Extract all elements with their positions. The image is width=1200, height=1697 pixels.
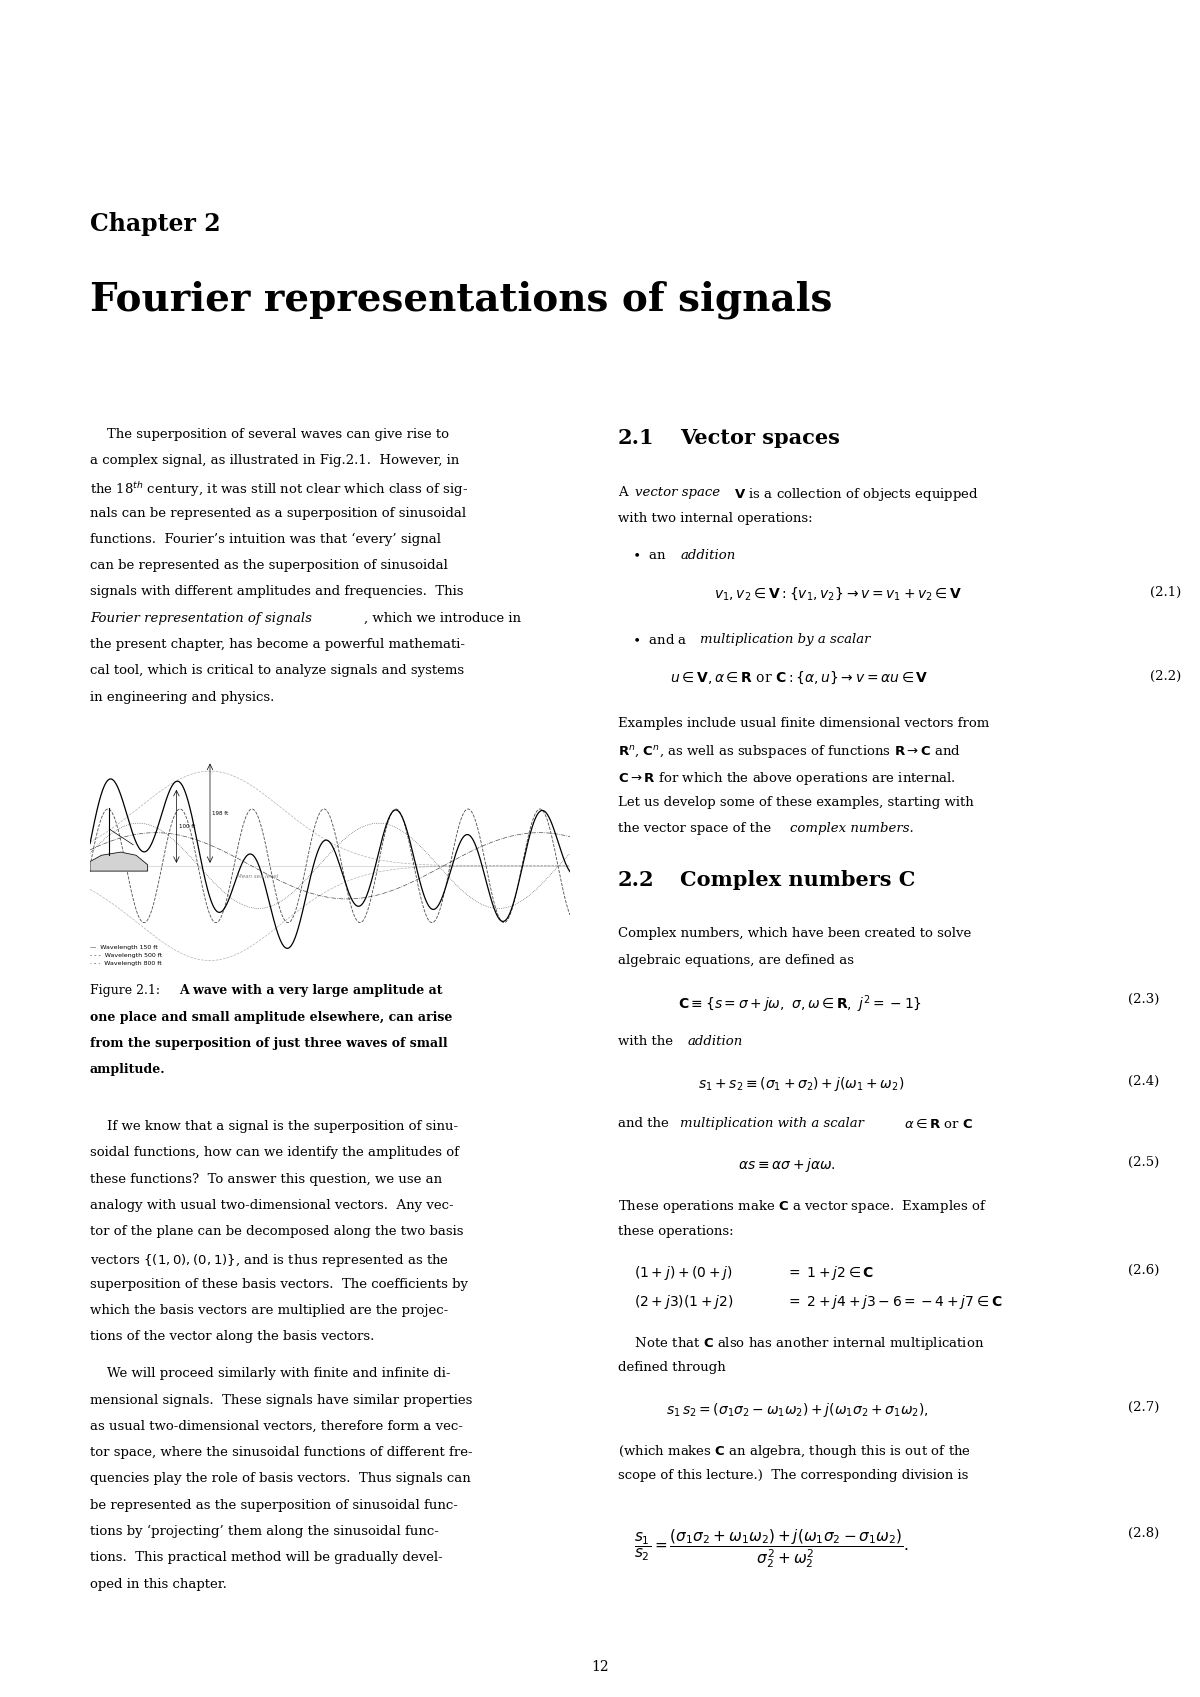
Text: Figure 2.1:: Figure 2.1: (90, 984, 168, 998)
Text: complex numbers.: complex numbers. (790, 821, 913, 835)
Text: as usual two-dimensional vectors, therefore form a vec-: as usual two-dimensional vectors, theref… (90, 1420, 463, 1432)
Text: these functions?  To answer this question, we use an: these functions? To answer this question… (90, 1173, 442, 1186)
Text: (2.8): (2.8) (1128, 1527, 1159, 1541)
Text: (2.2): (2.2) (1150, 670, 1181, 682)
Text: addition: addition (680, 548, 736, 562)
Text: tions.  This practical method will be gradually devel-: tions. This practical method will be gra… (90, 1551, 443, 1565)
Text: $s_1 + s_2 \equiv (\sigma_1 + \sigma_2) + j(\omega_1 + \omega_2)$: $s_1 + s_2 \equiv (\sigma_1 + \sigma_2) … (698, 1074, 905, 1093)
Text: defined through: defined through (618, 1361, 726, 1375)
Text: (2.3): (2.3) (1128, 993, 1159, 1006)
Text: signals with different amplitudes and frequencies.  This: signals with different amplitudes and fr… (90, 585, 463, 599)
Text: $\bullet$  an: $\bullet$ an (632, 548, 667, 562)
Text: these operations:: these operations: (618, 1225, 733, 1237)
Text: scope of this lecture.)  The corresponding division is: scope of this lecture.) The correspondin… (618, 1470, 968, 1481)
Text: $\dfrac{s_1}{s_2} = \dfrac{(\sigma_1\sigma_2 + \omega_1\omega_2) + j(\omega_1\si: $\dfrac{s_1}{s_2} = \dfrac{(\sigma_1\sig… (634, 1527, 908, 1570)
Text: $u \in \mathbf{V}, \alpha \in \mathbf{R}$ or $\mathbf{C} : \{\alpha, u\} \righta: $u \in \mathbf{V}, \alpha \in \mathbf{R}… (670, 670, 929, 686)
Text: $=\;1 + j2 \in \mathbf{C}$: $=\;1 + j2 \in \mathbf{C}$ (786, 1264, 874, 1283)
Text: $\mathbf{V}$ is a collection of objects equipped: $\mathbf{V}$ is a collection of objects … (730, 485, 978, 502)
Text: $=\;2 + j4 + j3 - 6 = -4 + j7 \in \mathbf{C}$: $=\;2 + j4 + j3 - 6 = -4 + j7 \in \mathb… (786, 1293, 1002, 1312)
Text: $\bullet$  and a: $\bullet$ and a (632, 633, 688, 647)
Text: vector space: vector space (635, 485, 720, 499)
Text: soidal functions, how can we identify the amplitudes of: soidal functions, how can we identify th… (90, 1147, 458, 1159)
Text: $\mathbf{R}^n$, $\mathbf{C}^n$, as well as subspaces of functions $\mathbf{R} \r: $\mathbf{R}^n$, $\mathbf{C}^n$, as well … (618, 743, 961, 760)
Text: Let us develop some of these examples, starting with: Let us develop some of these examples, s… (618, 796, 973, 809)
Text: (2.4): (2.4) (1128, 1074, 1159, 1088)
Text: , which we introduce in: , which we introduce in (364, 611, 521, 624)
Text: from the superposition of just three waves of small: from the superposition of just three wav… (90, 1037, 448, 1050)
Text: analogy with usual two-dimensional vectors.  Any vec-: analogy with usual two-dimensional vecto… (90, 1198, 454, 1212)
Text: - - -  Wavelength 500 ft: - - - Wavelength 500 ft (90, 952, 162, 957)
Text: cal tool, which is critical to analyze signals and systems: cal tool, which is critical to analyze s… (90, 664, 464, 677)
Polygon shape (90, 852, 148, 871)
Text: superposition of these basis vectors.  The coefficients by: superposition of these basis vectors. Th… (90, 1278, 468, 1291)
Text: (2.6): (2.6) (1128, 1264, 1159, 1278)
Text: $(2 + j3)(1 + j2)$: $(2 + j3)(1 + j2)$ (634, 1293, 733, 1312)
Text: functions.  Fourier’s intuition was that ‘every’ signal: functions. Fourier’s intuition was that … (90, 533, 442, 546)
Text: · - ·  Wavelength 800 ft: · - · Wavelength 800 ft (90, 961, 162, 966)
Text: Vector spaces: Vector spaces (680, 428, 840, 448)
Text: which the basis vectors are multiplied are the projec-: which the basis vectors are multiplied a… (90, 1305, 449, 1317)
Text: Chapter 2: Chapter 2 (90, 212, 221, 236)
Text: (which makes $\mathbf{C}$ an algebra, though this is out of the: (which makes $\mathbf{C}$ an algebra, th… (618, 1442, 971, 1459)
Text: tor of the plane can be decomposed along the two basis: tor of the plane can be decomposed along… (90, 1225, 463, 1239)
Text: tions by ‘projecting’ them along the sinusoidal func-: tions by ‘projecting’ them along the sin… (90, 1526, 439, 1537)
Text: (2.1): (2.1) (1150, 585, 1181, 599)
Text: We will proceed similarly with finite and infinite di-: We will proceed similarly with finite an… (90, 1368, 450, 1380)
Text: can be represented as the superposition of sinusoidal: can be represented as the superposition … (90, 558, 448, 572)
Text: —  Wavelength 150 ft: — Wavelength 150 ft (90, 945, 157, 950)
Text: tor space, where the sinusoidal functions of different fre-: tor space, where the sinusoidal function… (90, 1446, 473, 1459)
Text: $\alpha \in \mathbf{R}$ or $\mathbf{C}$: $\alpha \in \mathbf{R}$ or $\mathbf{C}$ (904, 1117, 973, 1130)
Text: Fourier representation of signals: Fourier representation of signals (90, 611, 312, 624)
Text: addition: addition (688, 1035, 743, 1049)
Text: Mean sea level: Mean sea level (238, 874, 278, 879)
Text: and the: and the (618, 1117, 673, 1130)
Text: (2.7): (2.7) (1128, 1400, 1159, 1414)
Text: the present chapter, has become a powerful mathemati-: the present chapter, has become a powerf… (90, 638, 466, 652)
Text: 2.1: 2.1 (618, 428, 655, 448)
Text: $v_1, v_2 \in \mathbf{V} : \{v_1, v_2\} \rightarrow v = v_1 + v_2 \in \mathbf{V}: $v_1, v_2 \in \mathbf{V} : \{v_1, v_2\} … (714, 585, 962, 602)
Text: a complex signal, as illustrated in Fig.2.1.  However, in: a complex signal, as illustrated in Fig.… (90, 453, 460, 467)
Text: 2.2: 2.2 (618, 869, 655, 889)
Text: nals can be represented as a superposition of sinusoidal: nals can be represented as a superpositi… (90, 506, 466, 519)
Text: Complex numbers, which have been created to solve: Complex numbers, which have been created… (618, 927, 971, 940)
Text: (2.5): (2.5) (1128, 1156, 1159, 1169)
Text: $\mathbf{C} \rightarrow \mathbf{R}$ for which the above operations are internal.: $\mathbf{C} \rightarrow \mathbf{R}$ for … (618, 770, 955, 787)
Text: with the: with the (618, 1035, 677, 1049)
Text: Note that $\mathbf{C}$ also has another internal multiplication: Note that $\mathbf{C}$ also has another … (618, 1336, 984, 1353)
Text: multiplication by a scalar: multiplication by a scalar (700, 633, 870, 647)
Text: the vector space of the: the vector space of the (618, 821, 775, 835)
Text: Examples include usual finite dimensional vectors from: Examples include usual finite dimensiona… (618, 718, 989, 730)
Text: A wave with a very large amplitude at: A wave with a very large amplitude at (179, 984, 443, 998)
Text: with two internal operations:: with two internal operations: (618, 512, 812, 524)
Text: The superposition of several waves can give rise to: The superposition of several waves can g… (90, 428, 449, 441)
Text: $s_1\,s_2 = (\sigma_1\sigma_2 - \omega_1\omega_2) + j(\omega_1\sigma_2 + \sigma_: $s_1\,s_2 = (\sigma_1\sigma_2 - \omega_1… (666, 1400, 929, 1419)
Text: vectors $\{(1,0),(0,1)\}$, and is thus represented as the: vectors $\{(1,0),(0,1)\}$, and is thus r… (90, 1252, 449, 1269)
Text: algebraic equations, are defined as: algebraic equations, are defined as (618, 954, 854, 967)
Text: Complex numbers C: Complex numbers C (680, 869, 916, 889)
Text: Fourier representations of signals: Fourier representations of signals (90, 280, 833, 319)
Text: one place and small amplitude elsewhere, can arise: one place and small amplitude elsewhere,… (90, 1011, 452, 1023)
Text: $\alpha s \equiv \alpha\sigma + j\alpha\omega.$: $\alpha s \equiv \alpha\sigma + j\alpha\… (738, 1156, 836, 1174)
Text: quencies play the role of basis vectors.  Thus signals can: quencies play the role of basis vectors.… (90, 1473, 470, 1485)
Text: amplitude.: amplitude. (90, 1062, 166, 1076)
Text: multiplication with a scalar: multiplication with a scalar (680, 1117, 864, 1130)
Text: the 18$^{th}$ century, it was still not clear which class of sig-: the 18$^{th}$ century, it was still not … (90, 480, 468, 499)
Text: mensional signals.  These signals have similar properties: mensional signals. These signals have si… (90, 1393, 473, 1407)
Text: 100 ft: 100 ft (179, 823, 196, 828)
Text: 12: 12 (592, 1660, 608, 1673)
Text: $\mathbf{C} \equiv \{s = \sigma + j\omega,\ \sigma,\omega \in \mathbf{R},\ j^2 =: $\mathbf{C} \equiv \{s = \sigma + j\omeg… (678, 993, 922, 1015)
Text: $(1 + j) + (0 + j)$: $(1 + j) + (0 + j)$ (634, 1264, 732, 1283)
Text: A: A (618, 485, 632, 499)
Text: These operations make $\mathbf{C}$ a vector space.  Examples of: These operations make $\mathbf{C}$ a vec… (618, 1198, 986, 1215)
Text: tions of the vector along the basis vectors.: tions of the vector along the basis vect… (90, 1330, 374, 1344)
Text: 198 ft: 198 ft (212, 811, 229, 816)
Text: in engineering and physics.: in engineering and physics. (90, 691, 275, 704)
Text: If we know that a signal is the superposition of sinu-: If we know that a signal is the superpos… (90, 1120, 458, 1134)
Text: oped in this chapter.: oped in this chapter. (90, 1578, 227, 1590)
Text: be represented as the superposition of sinusoidal func-: be represented as the superposition of s… (90, 1498, 458, 1512)
